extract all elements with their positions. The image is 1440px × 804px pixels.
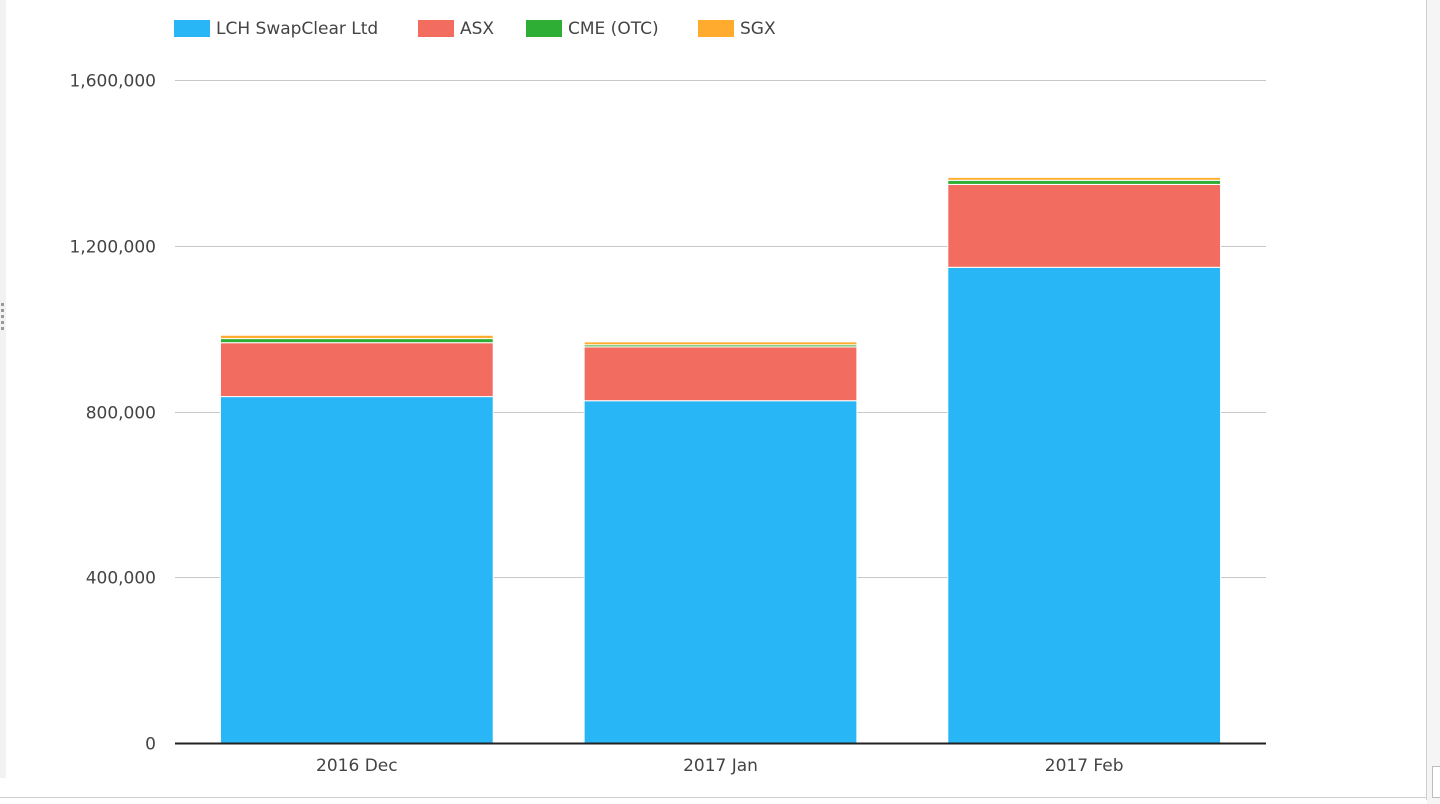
x-tick-label: 2017 Jan (683, 756, 758, 776)
legend-label-cme-otc[interactable]: CME (OTC) (568, 19, 659, 39)
legend-label-asx[interactable]: ASX (460, 19, 494, 39)
bars (219, 176, 1222, 744)
right-panel-edge (1427, 0, 1440, 804)
x-axis: 2016 Dec 2017 Jan 2017 Feb (175, 742, 1266, 776)
bar-lch-swapclear-ltd-2017-jan[interactable] (583, 400, 858, 744)
y-axis: 0 400,000 800,000 1,200,000 1,600,000 (69, 72, 156, 755)
bar-lch-swapclear-ltd-2016-dec[interactable] (219, 396, 494, 744)
bar-asx-2017-jan[interactable] (583, 346, 858, 402)
legend-swatch-cme-otc[interactable] (526, 20, 562, 37)
y-tick-label: 800,000 (86, 404, 156, 424)
y-tick-label: 400,000 (86, 569, 156, 589)
legend-swatch-asx[interactable] (418, 20, 454, 37)
left-panel-edge (0, 0, 6, 778)
legend-swatch-lch-swapclear-ltd[interactable] (174, 20, 210, 37)
legend-label-lch-swapclear-ltd[interactable]: LCH SwapClear Ltd (216, 19, 378, 39)
bar-lch-swapclear-ltd-2017-feb[interactable] (947, 266, 1222, 744)
resize-grip-icon[interactable] (0, 300, 6, 340)
scrollbar-thumb[interactable] (1432, 766, 1440, 798)
legend-label-sgx[interactable]: SGX (740, 19, 776, 39)
bar-sgx-2017-feb[interactable] (947, 176, 1222, 181)
bar-asx-2017-feb[interactable] (947, 183, 1222, 268)
bar-cme-otc-2017-feb[interactable] (947, 179, 1222, 185)
chart-legend: LCH SwapClear Ltd ASX CME (OTC) SGX (174, 19, 776, 39)
bar-sgx-2017-jan[interactable] (583, 341, 858, 346)
y-tick-label: 1,600,000 (69, 72, 156, 92)
x-tick-label: 2016 Dec (316, 756, 398, 776)
bar-sgx-2016-dec[interactable] (219, 334, 494, 340)
y-tick-label: 0 (145, 735, 156, 755)
x-tick-label: 2017 Feb (1045, 756, 1124, 776)
window-border (1426, 0, 1427, 800)
bar-asx-2016-dec[interactable] (219, 342, 494, 398)
y-tick-label: 1,200,000 (69, 238, 156, 258)
bar-cme-otc-2016-dec[interactable] (219, 338, 494, 344)
window-bottom-border (0, 797, 1427, 798)
legend-swatch-sgx[interactable] (698, 20, 734, 37)
